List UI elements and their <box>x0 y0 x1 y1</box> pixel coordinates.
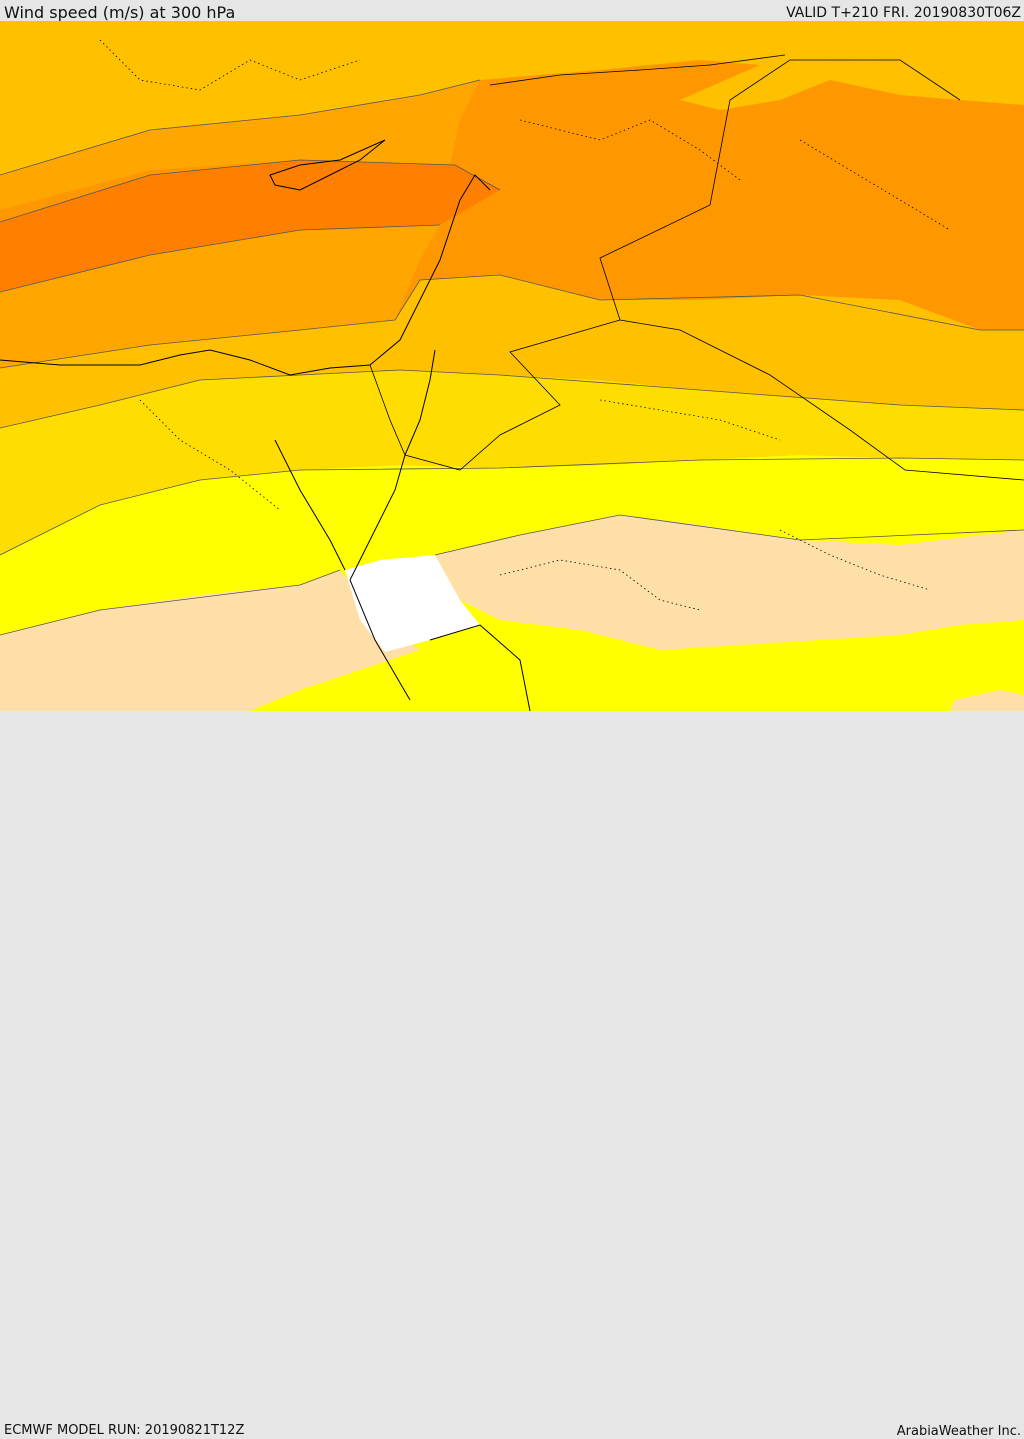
band-mid-south <box>0 225 440 368</box>
coastlines <box>0 139 531 711</box>
footer-bar: ECMWF MODEL RUN: 20190821T12Z ArabiaWeat… <box>0 711 1024 1439</box>
country-borders <box>369 54 1024 481</box>
valid-time: VALID T+210 FRI. 20190830T06Z <box>786 5 1021 21</box>
jet-core <box>0 160 500 292</box>
band-mid-north <box>0 80 480 210</box>
band-dark-east <box>950 105 1024 330</box>
credit-label: ArabiaWeather Inc. <box>896 1424 1021 1439</box>
patch-mid-ne <box>700 21 1024 70</box>
header-bar: Wind speed (m/s) at 300 hPa VALID T+210 … <box>0 0 1024 22</box>
patch-light-ne <box>680 45 1024 110</box>
band-white <box>345 555 480 652</box>
wind-speed-map <box>0 21 1024 711</box>
band-peach-west <box>0 570 420 711</box>
map-title: Wind speed (m/s) at 300 hPa <box>4 3 236 22</box>
province-borders <box>99 39 951 611</box>
band-peach-east <box>435 515 1024 650</box>
model-run-label: ECMWF MODEL RUN: 20190821T12Z <box>4 1423 245 1438</box>
contour-lines <box>0 79 1024 636</box>
patch-peach-se <box>950 690 1024 711</box>
band-gold <box>0 370 1024 555</box>
band-light-north <box>0 21 700 175</box>
